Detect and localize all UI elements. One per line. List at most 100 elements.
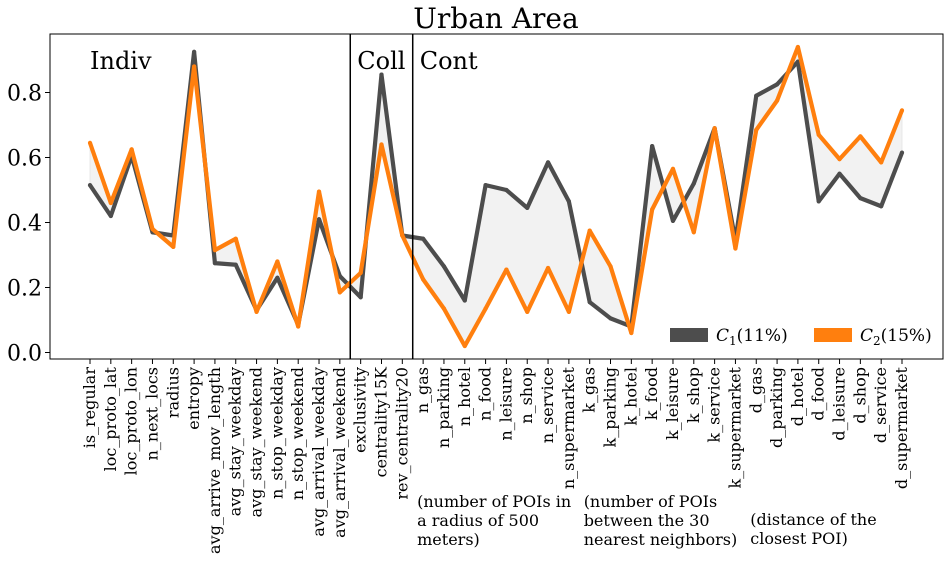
x-tick-label: k_shop <box>684 367 703 423</box>
x-tick-label: entropy <box>184 367 203 430</box>
section-label-cont: Cont <box>420 47 478 75</box>
series-2-point <box>462 343 467 349</box>
series-1-point <box>587 300 592 305</box>
series-2-point <box>670 166 676 171</box>
series-1-point <box>462 298 467 303</box>
y-tick-label: 0.4 <box>7 212 42 237</box>
chart-title: Urban Area <box>413 2 578 35</box>
x-tick-label: avg_arrival_weekend <box>330 367 349 538</box>
series-2-point <box>733 246 738 251</box>
series-2-point <box>87 140 93 145</box>
series-2-point <box>441 306 447 311</box>
x-tick-label: k_leisure <box>663 367 682 440</box>
annotation-text: (distance of the <box>750 510 876 529</box>
series-1-point <box>858 196 863 201</box>
series-2-point <box>379 142 384 147</box>
plot-frame <box>49 33 944 360</box>
x-tick-label: k_hotel <box>621 367 640 426</box>
series-line-2 <box>88 44 904 349</box>
section-label-coll: Coll <box>357 47 405 75</box>
series-2-point <box>629 330 634 336</box>
series-1-point <box>421 236 426 241</box>
series-2-point <box>296 324 301 329</box>
series-1-point <box>795 59 800 64</box>
x-tick-label: k_gas <box>580 367 599 413</box>
series-1-point <box>545 160 551 165</box>
series-1-point <box>358 295 363 300</box>
x-tick-label: n_food <box>476 367 495 421</box>
series-1-point <box>837 171 842 176</box>
x-tick-label: d_gas <box>746 367 765 413</box>
x-tick-label: n_supermarket <box>559 366 578 489</box>
x-tick-label: loc_proto_lat <box>101 366 120 471</box>
series-1-point <box>691 181 696 186</box>
x-tick-label: exclusivity <box>351 367 370 453</box>
series-1-point <box>879 204 884 209</box>
annotation-text: (number of POIs in <box>417 492 571 511</box>
series-2-point <box>150 226 155 232</box>
series-2-point <box>879 160 884 165</box>
legend-swatch-1 <box>670 328 708 342</box>
legend-label-2: C2(15%) <box>860 326 932 348</box>
series-2-point <box>587 228 592 233</box>
x-tick-label: d_supermarket <box>892 366 911 489</box>
series-2-point <box>212 248 218 253</box>
x-tick-label: n_gas <box>413 367 432 413</box>
x-tick-label: loc_proto_lon <box>122 367 141 475</box>
x-tick-label: d_hotel <box>788 367 807 426</box>
series-2-point <box>858 134 863 139</box>
series-1-point <box>192 49 197 54</box>
series-1-point <box>316 217 322 222</box>
series-2-point <box>421 277 426 282</box>
y-tick-label: 0.6 <box>7 147 42 172</box>
series-1-point <box>670 218 676 223</box>
series-2-point <box>108 200 113 206</box>
series-1-point <box>212 261 218 266</box>
annotation-text: meters) <box>417 530 480 549</box>
x-tick-label: avg_stay_weekday <box>226 367 245 516</box>
annotation-text: closest POI) <box>750 529 848 548</box>
annotation-text: between the 30 <box>584 511 710 530</box>
series-1-point <box>441 264 447 269</box>
x-tick-label: avg_arrive_mov_length <box>205 367 224 554</box>
series-line-1 <box>88 49 904 329</box>
x-tick-label: d_leisure <box>830 367 849 441</box>
x-tick-label: d_shop <box>850 367 869 424</box>
series-1-point <box>608 316 613 321</box>
series-2-point <box>650 207 655 212</box>
series-2-point <box>233 236 238 241</box>
series-2-point <box>275 259 280 264</box>
series-2-point <box>483 306 488 311</box>
series-2-point <box>795 44 800 50</box>
series-1-point <box>899 150 905 155</box>
series-1-point <box>233 262 238 267</box>
series-2-point <box>691 230 696 235</box>
series-2-point <box>504 267 509 272</box>
series-2-point <box>545 265 551 271</box>
series-2-point <box>192 64 197 69</box>
series-1-point <box>504 187 509 193</box>
x-tick-label: n_parking <box>434 367 453 448</box>
x-tick-label: n_shop <box>517 367 536 424</box>
series-1-point <box>566 199 571 204</box>
annotation-text: a radius of 500 <box>417 511 539 530</box>
x-tick-label: k_food <box>642 367 661 420</box>
x-tick-label: d_parking <box>767 367 786 448</box>
series-2-point <box>316 189 322 194</box>
series-2-point <box>337 290 342 295</box>
series-2-point <box>712 126 717 131</box>
y-tick-label: 0.8 <box>7 82 42 107</box>
series-2-point <box>816 132 821 137</box>
x-tick-label: radius <box>163 367 182 418</box>
x-tick-label: n_stop_weekday <box>267 367 286 499</box>
series-2-point <box>837 157 842 162</box>
x-tick-label: n_service <box>538 367 557 443</box>
series-2-point <box>566 309 571 314</box>
x-tick-label: rev_centrality20 <box>392 367 411 500</box>
x-tick-label: avg_arrival_weekday <box>309 367 328 537</box>
x-tick-label: avg_stay_weekend <box>247 367 266 517</box>
series-2-point <box>171 244 176 249</box>
series-1-point <box>108 213 113 219</box>
x-tick-label: centrality15K <box>371 366 390 477</box>
